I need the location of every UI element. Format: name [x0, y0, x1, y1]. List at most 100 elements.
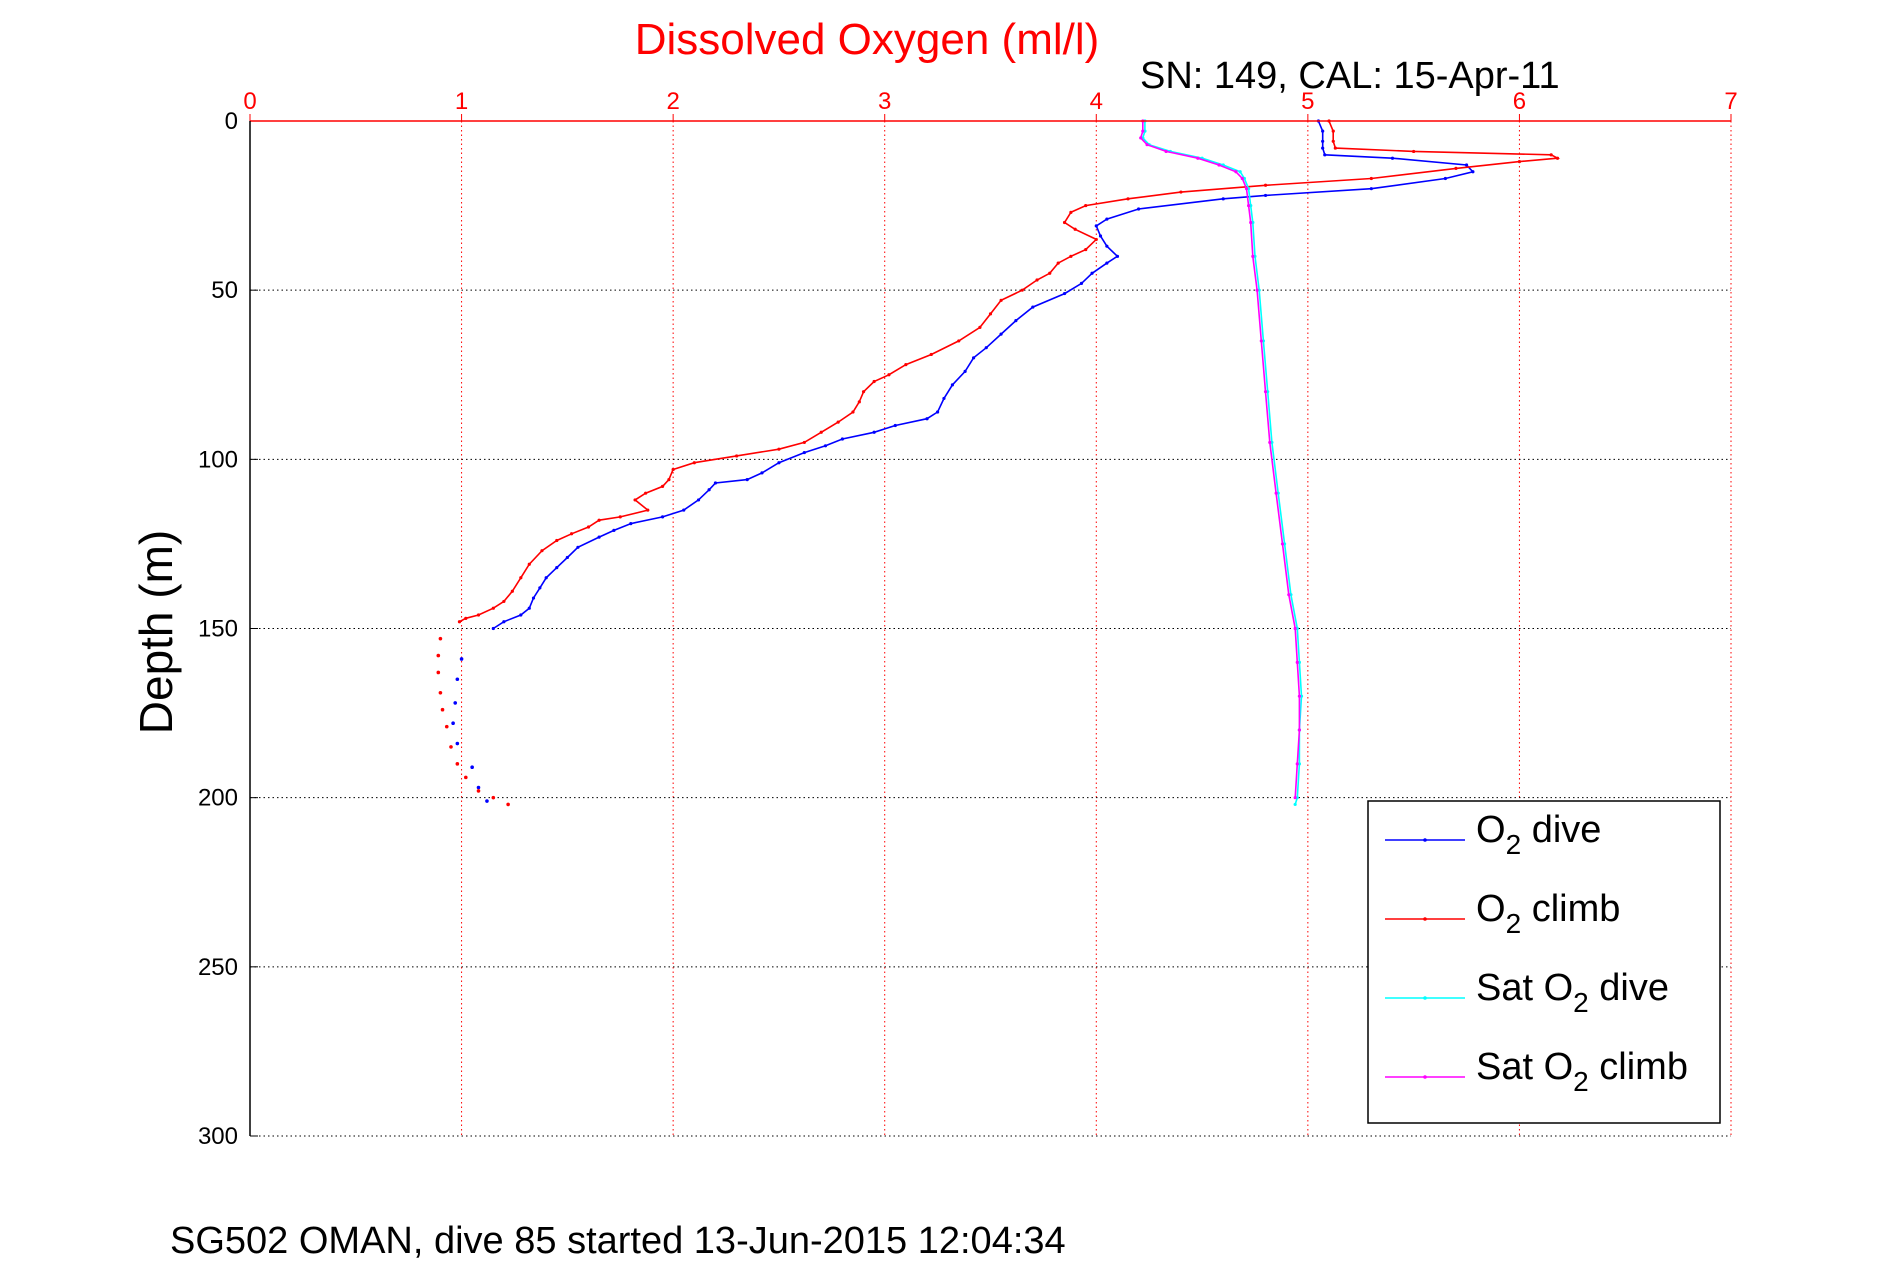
data-point [1105, 244, 1109, 248]
legend-items: O2 dive O2 climb Sat O2 dive Sat O2 climb [1385, 809, 1688, 1097]
data-point [597, 535, 601, 539]
scatter-point [444, 724, 449, 729]
data-point [618, 515, 622, 519]
x-tick-label: 6 [1513, 88, 1526, 115]
data-point [861, 390, 866, 394]
legend-label: O2 climb [1476, 888, 1620, 939]
scatter-point [476, 789, 481, 793]
chart-title: Dissolved Oxygen (ml/l) [635, 15, 1100, 64]
data-point [1321, 139, 1325, 143]
data-point [555, 538, 559, 543]
y-tick-label: 100 [198, 446, 238, 473]
data-point [745, 478, 749, 482]
data-point [519, 576, 523, 580]
data-point [988, 312, 993, 316]
data-point [942, 396, 946, 401]
data-point [1221, 197, 1225, 201]
data-point [696, 498, 701, 502]
scatter-point [459, 657, 464, 661]
data-point [1517, 160, 1522, 164]
y-tick-label: 200 [198, 785, 238, 812]
data-point [1217, 163, 1221, 167]
data-point [872, 430, 876, 434]
data-point [1238, 170, 1242, 174]
data-point [1293, 796, 1297, 800]
data-point [1274, 491, 1278, 495]
scatter-point [436, 653, 441, 658]
data-point [1098, 234, 1103, 238]
data-point [667, 478, 671, 482]
data-point [802, 450, 806, 455]
chart-subtitle: SN: 149, CAL: 15-Apr-11 [1140, 55, 1560, 97]
data-point [597, 518, 601, 522]
x-tick-label: 0 [243, 88, 256, 115]
scatter-point [449, 745, 453, 749]
data-point [978, 325, 982, 329]
data-point [1297, 694, 1301, 698]
legend-marker [1423, 838, 1427, 842]
data-point [1062, 220, 1067, 225]
data-point [893, 423, 897, 428]
axes-layer: 0 1 2 3 4 5 6 7 0 50 100 150 200 250 300 [198, 88, 1738, 1150]
x-tick-label: 4 [1090, 88, 1103, 115]
scatter-point [451, 721, 455, 726]
x-tick-label: 7 [1724, 88, 1737, 115]
scatter-point [491, 795, 496, 800]
y-tick-label: 50 [211, 277, 238, 304]
data-point [1323, 153, 1327, 157]
data-point [1094, 237, 1098, 242]
data-point [1259, 339, 1263, 343]
data-point [476, 613, 481, 617]
data-point [629, 522, 633, 526]
y-tick-label: 300 [198, 1123, 238, 1150]
data-point [1126, 197, 1130, 201]
data-point [925, 417, 929, 421]
data-point [735, 454, 739, 458]
data-point [1321, 146, 1325, 150]
data-point [950, 383, 955, 387]
data-point [887, 373, 891, 377]
data-point [713, 481, 718, 485]
series-line [492, 120, 1475, 630]
data-point [612, 528, 616, 532]
data-point [1020, 288, 1024, 292]
legend-label: O2 dive [1476, 809, 1601, 860]
scatter-point [476, 785, 481, 790]
data-point [1249, 220, 1253, 225]
data-point [1333, 146, 1337, 150]
scatter-point [438, 690, 443, 695]
scatter-point [440, 707, 445, 712]
data-point [646, 508, 650, 512]
data-point [836, 420, 840, 424]
data-point [819, 430, 823, 434]
data-point [1251, 254, 1255, 258]
data-point [1549, 153, 1553, 157]
legend-box [1367, 800, 1721, 1124]
data-point [1255, 288, 1259, 292]
data-point [1090, 271, 1094, 275]
data-point [802, 440, 806, 445]
y-tick-label: 250 [198, 954, 238, 981]
data-point [1035, 278, 1039, 282]
data-point [1331, 129, 1335, 133]
data-point [1084, 203, 1088, 208]
data-point [510, 589, 514, 593]
data-point [544, 576, 548, 580]
legend-marker [1423, 917, 1427, 921]
legend-marker [1423, 996, 1427, 1000]
data-point [1280, 542, 1285, 546]
series-layer [436, 119, 1561, 807]
data-point [692, 461, 696, 465]
data-point [527, 562, 531, 566]
data-point [569, 532, 574, 536]
x-tick-label: 1 [455, 88, 468, 115]
data-point [1321, 129, 1325, 133]
x-tick-label: 5 [1301, 88, 1314, 115]
data-point [1297, 728, 1301, 732]
scatter-point [453, 701, 458, 705]
data-point [565, 555, 569, 560]
data-point [1056, 261, 1060, 265]
data-point [644, 491, 648, 495]
data-point [1412, 149, 1416, 154]
